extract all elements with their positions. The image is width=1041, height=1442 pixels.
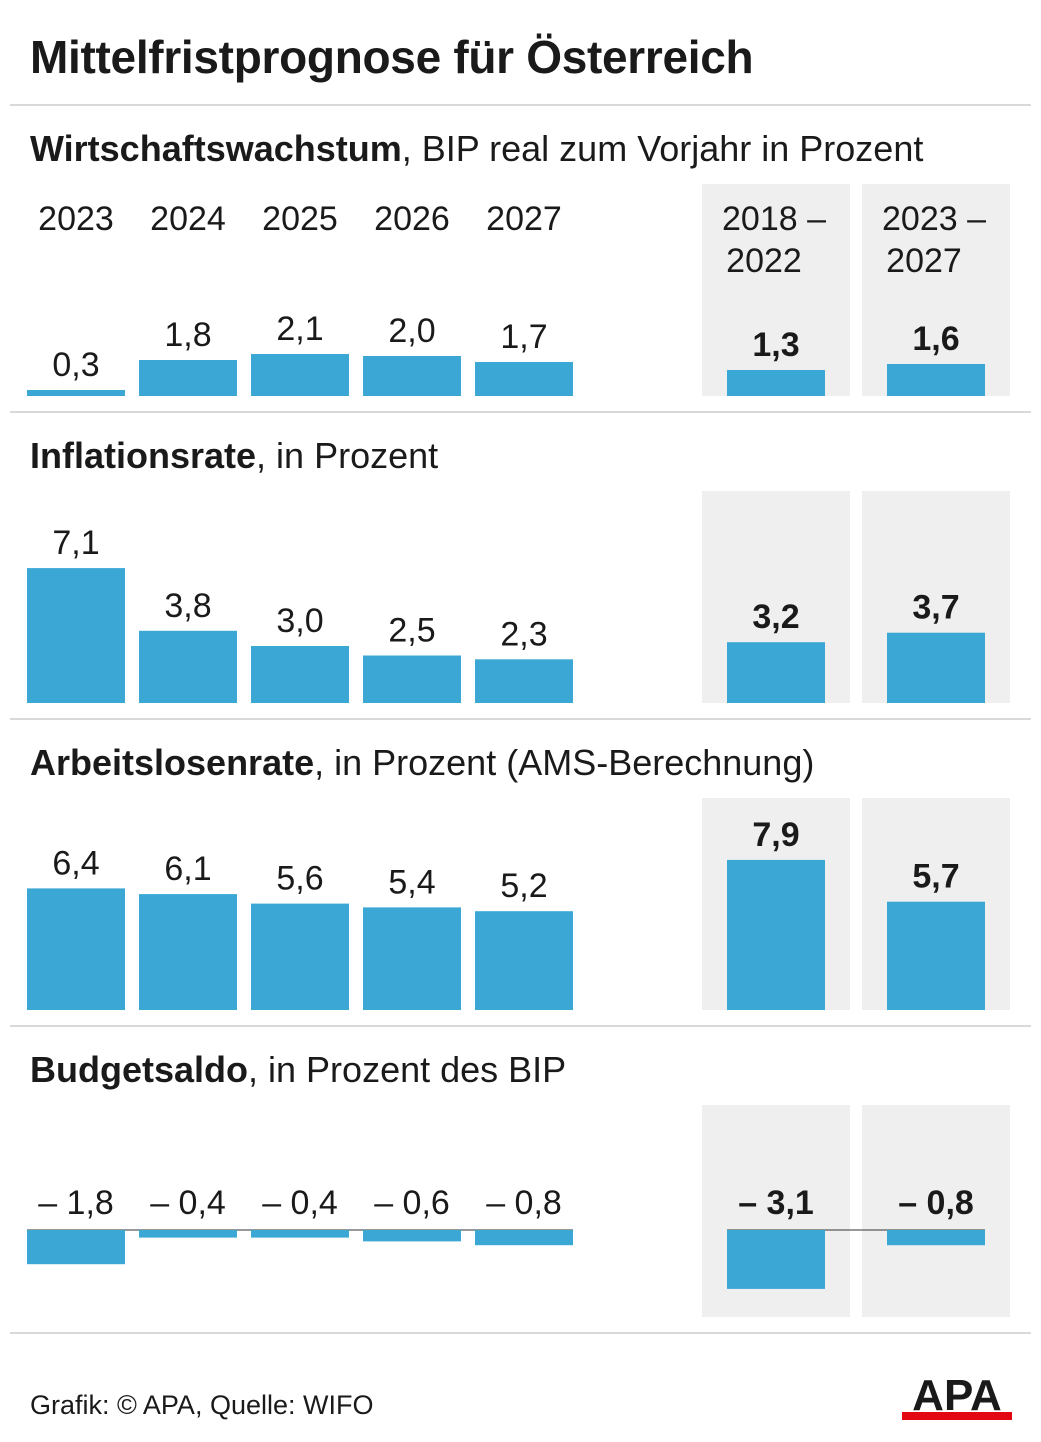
average-data-label: – 0,8 [898, 1184, 974, 1222]
data-label: 3,8 [164, 587, 211, 625]
data-label: 1,8 [164, 316, 211, 354]
average-bar [727, 642, 825, 703]
bar [363, 907, 461, 1010]
data-label: 5,6 [276, 860, 323, 898]
average-panel-background [862, 184, 1010, 396]
bar [27, 390, 125, 396]
bar [251, 1230, 349, 1238]
bar [139, 894, 237, 1010]
average-period-label: 2022 [726, 242, 802, 280]
source-credit: Grafik: © APA, Quelle: WIFO [30, 1390, 374, 1420]
bar [363, 655, 461, 703]
x-tick-label: 2025 [262, 200, 338, 238]
data-label: – 0,4 [262, 1184, 338, 1222]
x-tick-label: 2024 [150, 200, 226, 238]
bar [27, 1230, 125, 1265]
data-label: – 0,8 [486, 1184, 562, 1222]
data-label: 7,1 [52, 524, 99, 562]
apa-logo: APA [902, 1374, 1012, 1420]
average-data-label: 1,3 [752, 326, 799, 364]
section-heading-inflation: Inflationsrate, in Prozent [30, 435, 439, 476]
data-label: 1,7 [500, 318, 547, 356]
bar [27, 888, 125, 1010]
average-panel-background [702, 184, 850, 396]
average-bar [727, 1230, 825, 1289]
divider [10, 411, 1031, 413]
data-label: – 0,6 [374, 1184, 450, 1222]
data-label: 2,5 [388, 612, 435, 650]
divider [10, 104, 1031, 106]
bar [27, 568, 125, 703]
x-tick-label: 2023 [38, 200, 114, 238]
bar [475, 362, 573, 396]
chart-title: Mittelfristprognose für Österreich [30, 31, 754, 83]
section-heading-budget: Budgetsaldo, in Prozent des BIP [30, 1049, 567, 1090]
x-tick-label: 2027 [486, 200, 562, 238]
average-data-label: 7,9 [752, 816, 799, 854]
bar [251, 354, 349, 396]
data-label: 3,0 [276, 602, 323, 640]
bar [251, 646, 349, 703]
section-heading-growth: Wirtschaftswachstum, BIP real zum Vorjah… [30, 128, 924, 169]
average-bar [727, 370, 825, 396]
average-bar [727, 859, 825, 1010]
divider [10, 1025, 1031, 1027]
apa-logo-bar [902, 1412, 1012, 1420]
bar [251, 903, 349, 1010]
average-panel-background [862, 1105, 1010, 1317]
bar [139, 1230, 237, 1238]
average-period-label: 2018 – [722, 200, 826, 238]
data-label: 2,1 [276, 310, 323, 348]
divider [10, 718, 1031, 720]
data-label: – 0,4 [150, 1184, 226, 1222]
average-bar [887, 364, 985, 396]
section-heading-unemployment: Arbeitslosenrate, in Prozent (AMS-Berech… [30, 742, 815, 783]
x-tick-label: 2026 [374, 200, 450, 238]
bar [139, 360, 237, 396]
bar [475, 659, 573, 703]
data-label: 6,4 [52, 844, 99, 882]
bar [139, 630, 237, 703]
average-data-label: 5,7 [912, 858, 959, 896]
average-period-label: 2027 [886, 242, 962, 280]
average-bar [887, 901, 985, 1010]
data-label: 6,1 [164, 850, 211, 888]
data-label: 2,0 [388, 312, 435, 350]
data-label: – 1,8 [38, 1184, 114, 1222]
average-data-label: 3,2 [752, 598, 799, 636]
data-label: 2,3 [500, 615, 547, 653]
data-label: 0,3 [52, 346, 99, 384]
bar [475, 1230, 573, 1246]
bar [475, 911, 573, 1010]
divider [10, 1332, 1031, 1334]
bar [363, 356, 461, 396]
bar [363, 1230, 461, 1242]
average-data-label: 3,7 [912, 589, 959, 627]
average-data-label: – 3,1 [738, 1184, 814, 1222]
average-period-label: 2023 – [882, 200, 986, 238]
data-label: 5,2 [500, 867, 547, 905]
average-bar [887, 1230, 985, 1246]
average-bar [887, 632, 985, 703]
data-label: 5,4 [388, 863, 435, 901]
average-data-label: 1,6 [912, 320, 959, 358]
